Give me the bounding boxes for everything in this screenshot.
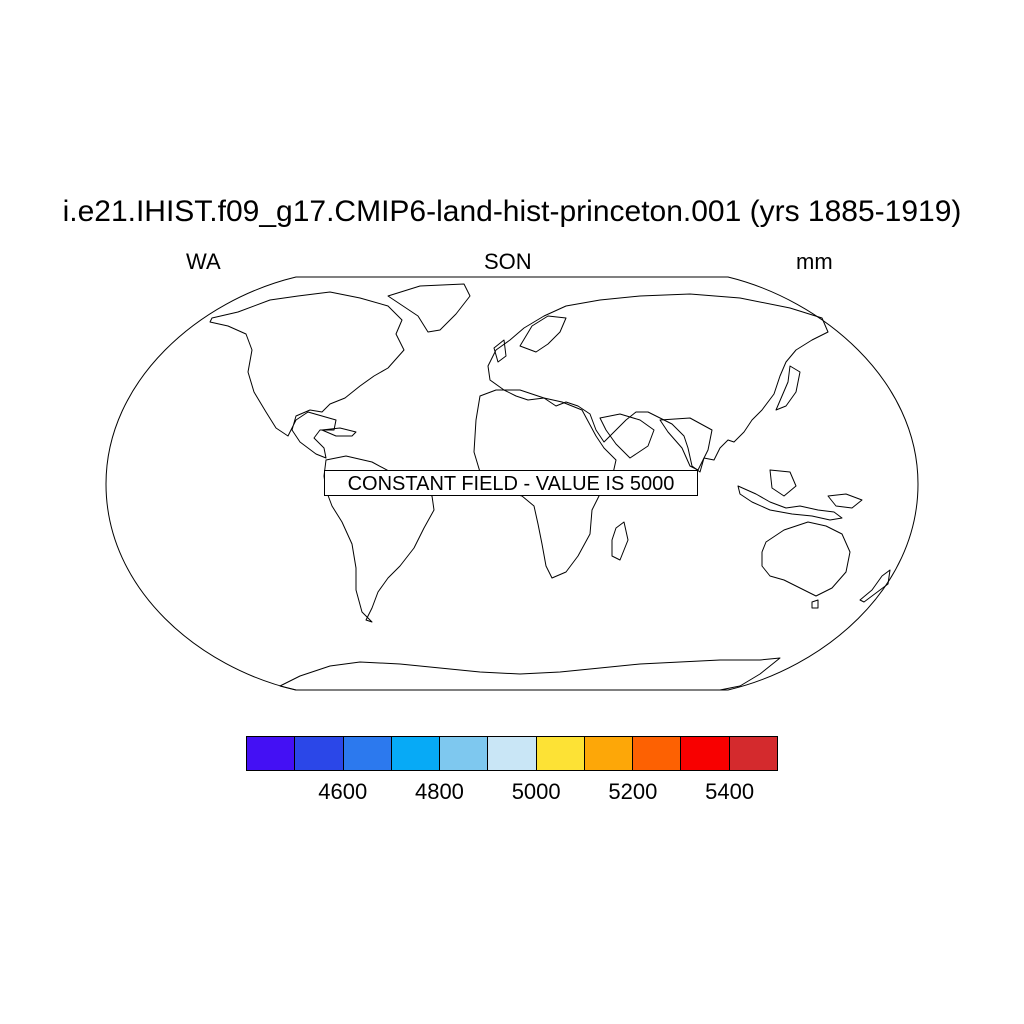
- coastline-scandinavia: [519, 315, 567, 353]
- map-title: i.e21.IHIST.f09_g17.CMIP6-land-hist-prin…: [62, 195, 962, 228]
- coastline-uk: [493, 339, 507, 363]
- coastline-new-guinea: [827, 493, 863, 509]
- colorbar-box: [440, 737, 489, 770]
- colorbar-box: [247, 737, 296, 770]
- colorbar: [246, 736, 778, 771]
- coastline-greenland: [387, 283, 471, 333]
- colorbar-box: [391, 737, 441, 770]
- constant-field-annotation: CONSTANT FIELD - VALUE IS 5000: [324, 470, 698, 496]
- colorbar-box: [488, 737, 537, 770]
- coastline-australia: [761, 521, 851, 597]
- coastline-europe-asia: [487, 293, 829, 473]
- colorbar-tick-label: 5400: [705, 779, 755, 804]
- coastline-caribbean: [321, 427, 357, 437]
- colorbar-tick-label: 4600: [318, 779, 368, 804]
- map-boundary: [105, 276, 919, 691]
- coastline-borneo: [769, 469, 797, 497]
- coastline-antarctica: [279, 657, 781, 691]
- colorbar-tick-label: 5000: [511, 779, 561, 804]
- coastline-north-america: [209, 291, 405, 459]
- coastline-tasmania: [811, 599, 819, 609]
- coastline-new-zealand: [859, 569, 891, 603]
- coastline-japan: [775, 365, 801, 411]
- coastline-indonesia: [737, 485, 843, 521]
- colorbar-box: [729, 737, 777, 770]
- colorbar-box: [295, 737, 344, 770]
- colorbar-box: [343, 737, 392, 770]
- season-label: SON: [484, 249, 532, 274]
- colorbar-tick-label: 4800: [414, 779, 464, 804]
- coastline-arabia: [599, 413, 655, 459]
- colorbar-box: [536, 737, 585, 770]
- units-label: mm: [796, 249, 833, 274]
- colorbar-box: [584, 737, 634, 770]
- variable-label: WA: [186, 249, 221, 274]
- coastline-madagascar: [611, 521, 629, 561]
- colorbar-box: [633, 737, 682, 770]
- colorbar-box: [681, 737, 730, 770]
- coastline-india: [659, 417, 713, 471]
- colorbar-tick-label: 5200: [608, 779, 658, 804]
